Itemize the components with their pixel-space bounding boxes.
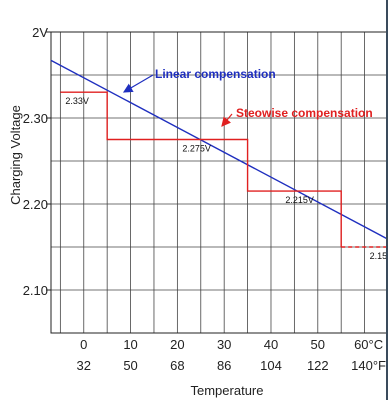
x-tick-label-fahrenheit: 104 <box>260 358 282 373</box>
legend-linear-arrow <box>122 74 154 93</box>
x-tick-label-celsius: 60°C <box>354 337 383 352</box>
stepwise-data-label: 2.275V <box>182 144 211 154</box>
y-tick-label: 2.10 <box>23 283 48 298</box>
stepwise-data-label: 2.215V <box>285 195 314 205</box>
series-stepwise-line <box>60 91 342 247</box>
x-tick-label-fahrenheit: 50 <box>123 358 137 373</box>
y-axis-label: Charging Voltage <box>8 105 23 205</box>
x-tick-label-celsius: 20 <box>170 337 184 352</box>
data-labels-layer: 2.33V 2.275V 2.215V 2.15V <box>65 96 388 261</box>
series-layer <box>50 59 388 248</box>
legend-linear: Linear compensation <box>122 67 276 93</box>
window-edge <box>386 0 388 400</box>
x-tick-label-fahrenheit: 86 <box>217 358 231 373</box>
x-tick-label-celsius: 40 <box>264 337 278 352</box>
x-axis-ticks-fahrenheit: 32 50 68 86 104 122 140°F <box>77 358 387 373</box>
x-tick-label-celsius: 30 <box>217 337 231 352</box>
x-axis-ticks-celsius: 0 10 20 30 40 50 60°C <box>80 337 383 352</box>
y-axis-ticks: 2V 2.30 2.20 2.10 <box>23 25 51 298</box>
x-tick-label-fahrenheit: 122 <box>307 358 329 373</box>
x-tick-label-fahrenheit: 68 <box>170 358 184 373</box>
y-tick-label: 2V <box>32 25 48 40</box>
y-tick-label: 2.20 <box>23 197 48 212</box>
y-tick-label: 2.30 <box>23 111 48 126</box>
series-linear-line <box>50 59 388 240</box>
gridlines <box>51 31 388 333</box>
x-tick-label-fahrenheit: 32 <box>77 358 91 373</box>
x-tick-label-celsius: 50 <box>311 337 325 352</box>
stepwise-data-label: 2.33V <box>65 96 89 106</box>
x-axis-label: Temperature <box>191 383 264 398</box>
legend-stepwise-arrow <box>221 113 233 127</box>
x-tick-label-celsius: 10 <box>123 337 137 352</box>
legend-stepwise-label: Steowise compensation <box>236 106 373 120</box>
x-tick-label-fahrenheit: 140°F <box>351 358 386 373</box>
stepwise-data-label: 2.15V <box>370 251 388 261</box>
legend-stepwise: Steowise compensation <box>221 106 373 127</box>
legend-linear-label: Linear compensation <box>155 67 276 81</box>
x-tick-label-celsius: 0 <box>80 337 87 352</box>
